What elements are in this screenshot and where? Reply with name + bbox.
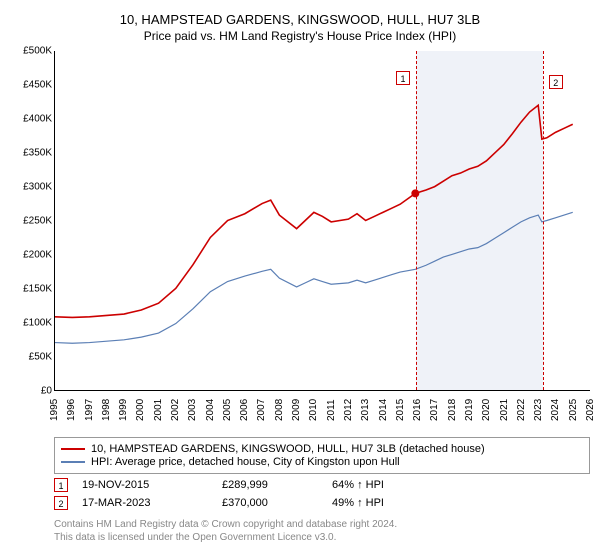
sale-price-2: £370,000 <box>222 497 332 509</box>
x-tick-label: 2026 <box>585 399 596 421</box>
series-line-property <box>55 105 573 317</box>
x-tick-label: 1998 <box>101 399 112 421</box>
x-tick-label: 2020 <box>481 399 492 421</box>
sale-row-1: 1 19-NOV-2015 £289,999 64% ↑ HPI <box>54 478 590 492</box>
sale-marker-2: 2 <box>54 496 68 510</box>
y-tick-label: £500K <box>23 46 52 57</box>
y-tick-label: £200K <box>23 250 52 261</box>
footer-attribution: Contains HM Land Registry data © Crown c… <box>54 518 590 544</box>
x-tick-label: 2007 <box>256 399 267 421</box>
legend-item-hpi: HPI: Average price, detached house, City… <box>61 456 583 468</box>
x-axis-labels: 1995199619971998199920002001200220032004… <box>54 393 590 431</box>
x-tick-label: 1996 <box>66 399 77 421</box>
x-tick-label: 1997 <box>84 399 95 421</box>
x-tick-label: 2015 <box>395 399 406 421</box>
x-tick-label: 2024 <box>550 399 561 421</box>
legend-block: 10, HAMPSTEAD GARDENS, KINGSWOOD, HULL, … <box>54 437 590 510</box>
x-tick-label: 2010 <box>308 399 319 421</box>
x-tick-label: 2013 <box>360 399 371 421</box>
y-tick-label: £400K <box>23 114 52 125</box>
sale-row-2: 2 17-MAR-2023 £370,000 49% ↑ HPI <box>54 496 590 510</box>
sale-vline-label-1: 1 <box>396 71 410 85</box>
x-tick-label: 2005 <box>222 399 233 421</box>
series-line-hpi <box>55 212 573 343</box>
x-tick-label: 2001 <box>153 399 164 421</box>
sale-hpi-1: 64% ↑ HPI <box>332 479 432 491</box>
footer-line-2: This data is licensed under the Open Gov… <box>54 531 590 544</box>
x-tick-label: 2011 <box>326 399 337 421</box>
sale-vline-2 <box>543 51 544 390</box>
sale-date-1: 19-NOV-2015 <box>82 479 222 491</box>
x-tick-label: 2019 <box>464 399 475 421</box>
y-tick-label: £450K <box>23 80 52 91</box>
legend-box: 10, HAMPSTEAD GARDENS, KINGSWOOD, HULL, … <box>54 437 590 474</box>
y-tick-label: £250K <box>23 216 52 227</box>
x-tick-label: 2023 <box>533 399 544 421</box>
x-tick-label: 2002 <box>170 399 181 421</box>
y-axis-labels: £0£50K£100K£150K£200K£250K£300K£350K£400… <box>10 51 54 391</box>
sale-hpi-2: 49% ↑ HPI <box>332 497 432 509</box>
x-tick-label: 2022 <box>516 399 527 421</box>
chart-subtitle: Price paid vs. HM Land Registry's House … <box>10 29 590 43</box>
footer-line-1: Contains HM Land Registry data © Crown c… <box>54 518 590 531</box>
x-tick-label: 2009 <box>291 399 302 421</box>
sale-vline-1 <box>416 51 417 390</box>
x-tick-label: 2004 <box>205 399 216 421</box>
chart-title: 10, HAMPSTEAD GARDENS, KINGSWOOD, HULL, … <box>10 12 590 27</box>
y-tick-label: £150K <box>23 284 52 295</box>
sale-vline-label-2: 2 <box>549 75 563 89</box>
x-tick-label: 2025 <box>568 399 579 421</box>
x-tick-label: 2008 <box>274 399 285 421</box>
y-tick-label: £0 <box>41 386 52 397</box>
legend-item-property: 10, HAMPSTEAD GARDENS, KINGSWOOD, HULL, … <box>61 443 583 455</box>
x-tick-label: 1995 <box>49 399 60 421</box>
x-tick-label: 2017 <box>429 399 440 421</box>
x-tick-label: 1999 <box>118 399 129 421</box>
legend-swatch-hpi <box>61 461 85 463</box>
legend-swatch-property <box>61 448 85 450</box>
y-tick-label: £50K <box>29 352 52 363</box>
plot-region: 12 <box>54 51 590 391</box>
x-tick-label: 2018 <box>447 399 458 421</box>
sale-price-1: £289,999 <box>222 479 332 491</box>
x-tick-label: 2016 <box>412 399 423 421</box>
chart-svg <box>55 51 590 390</box>
x-tick-label: 2021 <box>499 399 510 421</box>
x-tick-label: 2012 <box>343 399 354 421</box>
sale-date-2: 17-MAR-2023 <box>82 497 222 509</box>
sale-marker-1: 1 <box>54 478 68 492</box>
legend-label-property: 10, HAMPSTEAD GARDENS, KINGSWOOD, HULL, … <box>91 443 485 455</box>
y-tick-label: £300K <box>23 182 52 193</box>
chart-area: £0 £50K £100K £150K £200K £250K £300K £350K £400… <box>10 51 590 431</box>
x-tick-label: 2006 <box>239 399 250 421</box>
x-tick-label: 2014 <box>378 399 389 421</box>
x-tick-label: 2003 <box>187 399 198 421</box>
y-tick-label: £100K <box>23 318 52 329</box>
x-tick-label: 2000 <box>135 399 146 421</box>
y-tick-label: £350K <box>23 148 52 159</box>
legend-label-hpi: HPI: Average price, detached house, City… <box>91 456 400 468</box>
